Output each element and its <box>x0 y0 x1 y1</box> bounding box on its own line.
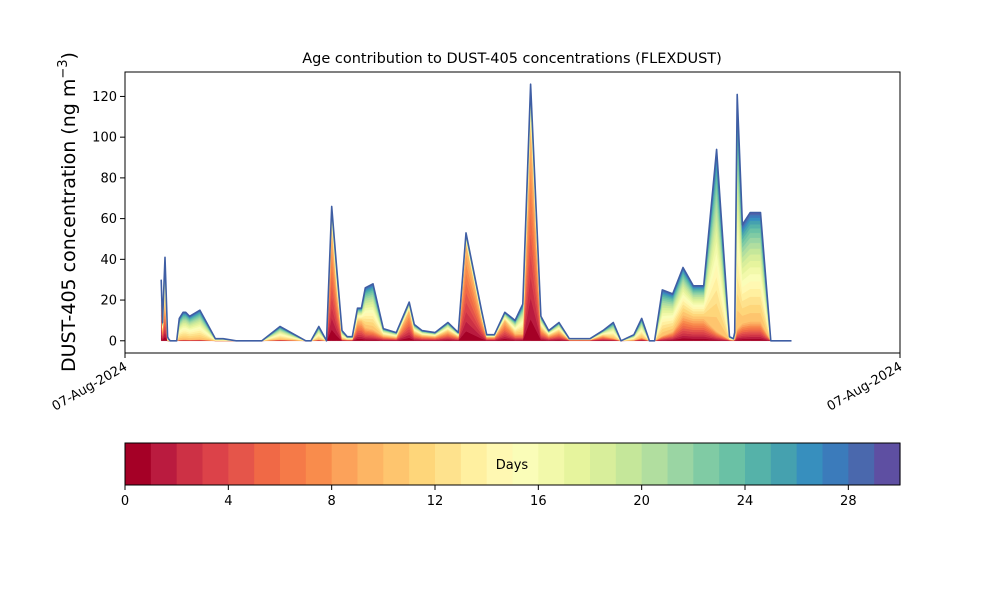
y-tick-label: 20 <box>100 294 117 309</box>
colorbar-segment-6 <box>280 443 307 485</box>
y-tick-label: 0 <box>109 334 117 349</box>
colorbar-segment-17 <box>564 443 591 485</box>
colorbar-segment-20 <box>641 443 669 485</box>
colorbar-segment-13 <box>460 443 488 485</box>
chart-title: Age contribution to DUST-405 concentrati… <box>302 51 722 67</box>
colorbar-tick-label: 0 <box>121 494 129 509</box>
colorbar-tick-label: 20 <box>633 494 650 509</box>
colorbar-tick-label: 24 <box>737 494 754 509</box>
y-axis-label-main: DUST-405 concentration (ng m <box>58 79 80 372</box>
colorbar-segment-14 <box>486 443 514 485</box>
colorbar-segment-4 <box>228 443 255 485</box>
colorbar-tick-label: 12 <box>427 494 444 509</box>
colorbar-segment-19 <box>615 443 643 485</box>
colorbar-segment-9 <box>357 443 384 485</box>
colorbar-segment-2 <box>176 443 204 485</box>
colorbar-segment-24 <box>745 443 772 485</box>
colorbar-frame <box>124 442 901 486</box>
y-tick-label: 60 <box>100 212 117 227</box>
colorbar-segment-11 <box>409 443 436 485</box>
colorbar-segment-29 <box>874 443 901 485</box>
colorbar-segment-18 <box>590 443 617 485</box>
colorbar-tick-label: 4 <box>224 494 232 509</box>
colorbar-segment-25 <box>770 443 798 485</box>
colorbar-segment-7 <box>305 443 333 485</box>
total-concentration-line <box>160 83 792 342</box>
colorbar-ticks: 0 4 8 12 16 20 24 28 <box>121 485 857 509</box>
colorbar-segment-15 <box>512 443 539 485</box>
y-tick-label: 120 <box>92 90 117 105</box>
colorbar-segment-22 <box>693 443 720 485</box>
colorbar-segment-26 <box>796 443 824 485</box>
y-tick-label: 100 <box>92 131 117 146</box>
colorbar-label: Days <box>496 458 529 473</box>
colorbar-segment-5 <box>254 443 281 485</box>
y-tick-label: 80 <box>100 171 117 186</box>
plot-area <box>160 83 792 342</box>
colorbar-tick-label: 28 <box>840 494 857 509</box>
y-axis-label-superscript: −3 <box>56 59 71 78</box>
x-tick-label: 07-Aug-2024 <box>825 359 905 414</box>
y-tick-label: 40 <box>100 253 117 268</box>
y-axis-label-end: ) <box>58 52 80 59</box>
colorbar-segment-1 <box>150 443 178 485</box>
colorbar-segment-0 <box>125 443 152 485</box>
colorbar-segment-27 <box>822 443 849 485</box>
plot-frame <box>124 71 901 354</box>
colorbar-tick-label: 16 <box>530 494 547 509</box>
colorbar-segment-21 <box>667 443 694 485</box>
y-axis-label: DUST-405 concentration (ng m−3) <box>56 52 80 372</box>
colorbar-segment-28 <box>848 443 875 485</box>
y-axis: 0 20 40 60 80 100 120 <box>92 90 125 349</box>
colorbar-segment-16 <box>538 443 565 485</box>
x-axis: 07-Aug-2024 07-Aug-2024 <box>50 353 905 415</box>
colorbar <box>125 443 901 485</box>
colorbar-tick-label: 8 <box>328 494 336 509</box>
colorbar-segment-10 <box>383 443 410 485</box>
colorbar-segment-3 <box>202 443 229 485</box>
colorbar-segment-12 <box>435 443 462 485</box>
colorbar-segment-8 <box>331 443 359 485</box>
colorbar-segment-23 <box>719 443 746 485</box>
